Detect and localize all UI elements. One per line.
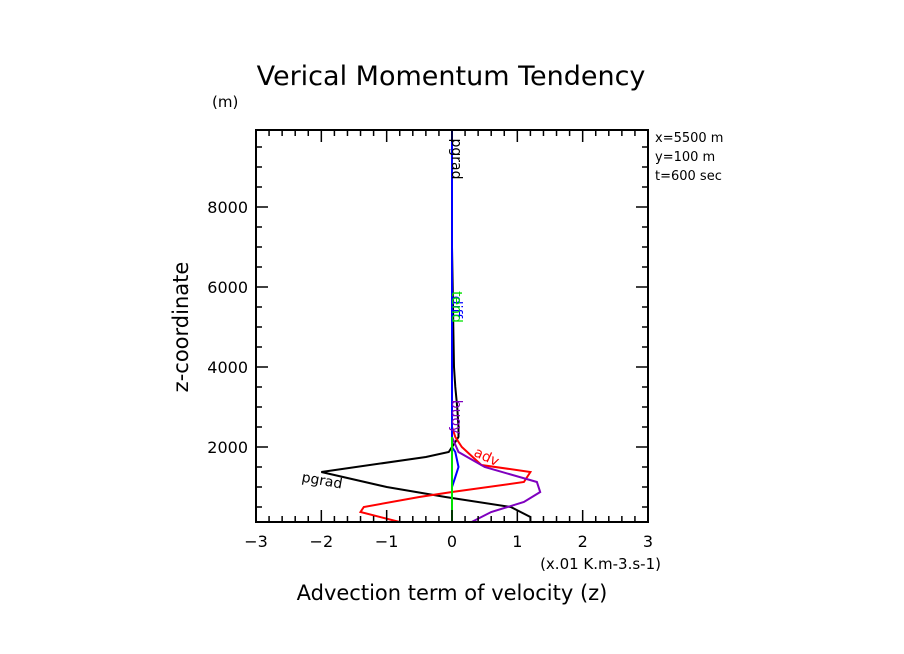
series-layer — [321, 130, 542, 523]
x-tick-label: 0 — [447, 532, 457, 551]
info-line-x: x=5500 m — [655, 131, 723, 146]
chart-title: Verical Momentum Tendency — [257, 61, 646, 92]
x-tick-label: 2 — [578, 532, 588, 551]
x-tick-label: −2 — [310, 532, 334, 551]
y-axis-label: z-coordinate — [169, 262, 193, 393]
y-tick-label: 4000 — [207, 358, 248, 377]
info-line-y: y=100 m — [655, 150, 715, 165]
x-tick-label: −1 — [375, 532, 399, 551]
x-axis-units: (x.01 K.m-3.s-1) — [540, 555, 661, 573]
series-label-pgrad: pgrad — [300, 470, 343, 493]
series-line-pgrad — [321, 130, 532, 522]
series-label-diff: diff — [448, 296, 464, 319]
y-tick-label: 2000 — [207, 438, 248, 457]
info-line-t: t=600 sec — [655, 169, 722, 184]
y-axis-units: (m) — [212, 93, 238, 111]
y-tick-label: 8000 — [207, 198, 248, 217]
series-line-adv — [358, 130, 533, 523]
x-tick-label: 1 — [512, 532, 522, 551]
x-axis-label: Advection term of velocity (z) — [297, 581, 608, 605]
series-label-pgrad: pgrad — [448, 139, 464, 180]
tick-layer — [255, 130, 649, 522]
info-block: x=5500 m y=100 m t=600 sec — [655, 131, 723, 184]
series-label-buoy: buoy — [448, 400, 464, 435]
y-tick-labels: 2000 4000 6000 8000 — [207, 198, 248, 457]
x-tick-label: 3 — [643, 532, 653, 551]
x-tick-labels: −3 −2 −1 0 1 2 3 — [244, 532, 653, 551]
x-tick-label: −3 — [244, 532, 268, 551]
y-tick-label: 6000 — [207, 278, 248, 297]
series-label-tend: tend — [448, 291, 464, 323]
series-line-buoy — [451, 130, 542, 523]
